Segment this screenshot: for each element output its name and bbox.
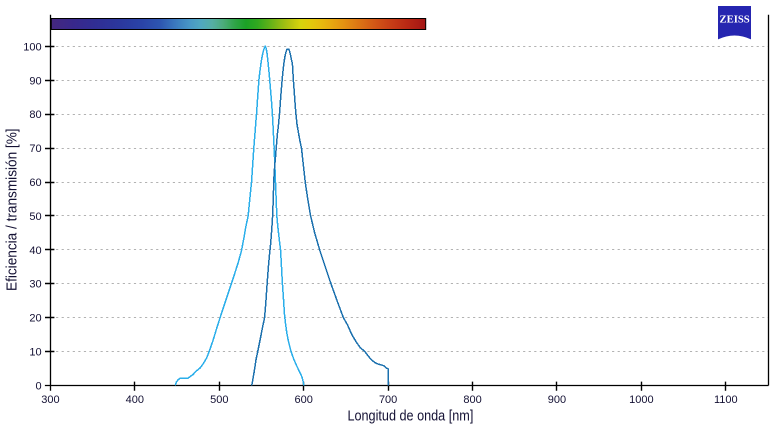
svg-text:ZEISS: ZEISS [720, 14, 750, 26]
svg-text:800: 800 [463, 394, 481, 406]
svg-text:20: 20 [29, 313, 41, 325]
svg-text:1000: 1000 [629, 394, 653, 406]
svg-text:40: 40 [29, 245, 41, 257]
svg-text:10: 10 [29, 347, 41, 359]
svg-text:90: 90 [29, 75, 41, 87]
svg-text:500: 500 [210, 394, 228, 406]
svg-text:80: 80 [29, 109, 41, 121]
svg-text:Eficiencia / transmisión [%]: Eficiencia / transmisión [%] [5, 128, 21, 291]
svg-text:900: 900 [548, 394, 566, 406]
svg-text:70: 70 [29, 143, 41, 155]
svg-text:600: 600 [295, 394, 313, 406]
svg-text:700: 700 [379, 394, 397, 406]
svg-text:30: 30 [29, 279, 41, 291]
svg-text:60: 60 [29, 177, 41, 189]
svg-text:100: 100 [23, 41, 41, 53]
svg-text:Longitud de onda [nm]: Longitud de onda [nm] [347, 409, 473, 425]
svg-text:0: 0 [35, 380, 41, 392]
svg-text:1100: 1100 [714, 394, 738, 406]
svg-text:300: 300 [41, 394, 59, 406]
svg-text:400: 400 [126, 394, 144, 406]
svg-text:50: 50 [29, 211, 41, 223]
